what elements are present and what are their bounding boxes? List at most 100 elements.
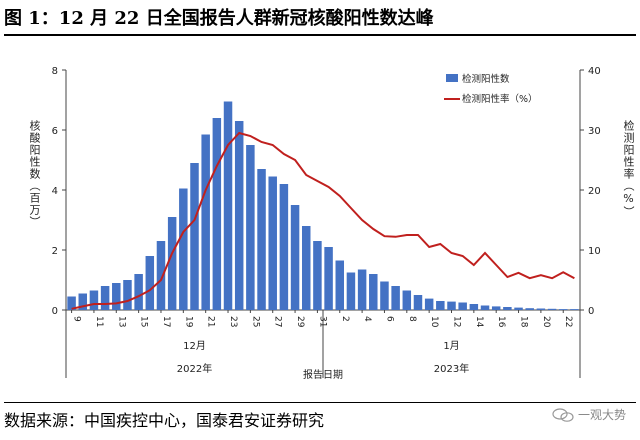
footer-rule — [4, 402, 636, 403]
bar — [391, 286, 400, 310]
left-tick-label: 4 — [52, 186, 58, 197]
year-label: 2022年 — [177, 362, 212, 375]
right-tick-label: 20 — [588, 186, 601, 197]
bar — [536, 308, 546, 310]
bar — [547, 308, 557, 310]
figure-title: 图 1：12 月 22 日全国报告人群新冠核酸阳性数达峰 — [4, 8, 434, 29]
bar — [369, 274, 378, 310]
right-tick-label: 10 — [588, 246, 601, 257]
right-tick-label: 30 — [588, 126, 601, 137]
bar — [78, 293, 88, 310]
bar — [558, 309, 568, 310]
left-tick-label: 8 — [52, 66, 58, 77]
year-label: 2023年 — [434, 362, 469, 375]
bar — [201, 134, 210, 310]
bar — [514, 307, 523, 310]
bar — [179, 188, 188, 310]
month-label: 1月 — [443, 340, 459, 352]
bar — [491, 306, 501, 310]
bar — [313, 241, 322, 310]
right-tick-label: 40 — [588, 66, 601, 77]
bar — [324, 247, 333, 310]
x-tick-label: 2 — [340, 316, 350, 322]
bar — [424, 298, 434, 310]
legend-swatch-bars — [446, 74, 458, 82]
bar — [234, 121, 244, 310]
left-tick-label: 2 — [52, 246, 58, 257]
right-tick-label: 0 — [588, 306, 594, 317]
left-tick-label: 6 — [52, 126, 58, 137]
bar — [268, 176, 277, 310]
chart: 0 2 4 6 8 0 10 20 30 40 9 11 13 15 17 19 21 23 25 27 29 31 2 4 6… — [52, 66, 601, 381]
legend-label-bars: 检测阳性数 — [462, 73, 510, 85]
x-tick-label: 29 — [295, 316, 305, 328]
x-tick-label: 25 — [250, 316, 260, 327]
bar — [134, 274, 143, 310]
bar — [469, 304, 479, 310]
bar — [480, 305, 490, 310]
bar — [67, 296, 76, 310]
positivity-rate-line — [71, 131, 575, 310]
x-tick-label: 4 — [362, 316, 372, 322]
left-axis-title: 核酸阳性数（百万） — [28, 120, 41, 228]
x-tick-label: 16 — [496, 316, 506, 328]
x-tick-label: 12 — [452, 316, 462, 327]
x-tick-label: 22 — [563, 316, 573, 327]
x-tick-label: 10 — [429, 316, 439, 328]
bar — [279, 184, 289, 310]
x-tick-label: 15 — [139, 316, 149, 327]
x-tick-label: 11 — [94, 316, 104, 327]
watermark-text: 一观大势 — [577, 408, 626, 422]
bar — [167, 217, 177, 310]
bars-layer — [67, 101, 579, 310]
bar — [458, 302, 467, 310]
wechat-icon — [552, 408, 574, 422]
bar — [402, 290, 412, 310]
bar — [301, 226, 311, 310]
x-tick-label: 23 — [228, 316, 238, 327]
bar — [290, 205, 300, 310]
bar — [100, 286, 110, 310]
line-layer — [71, 131, 575, 310]
x-tick-label: 27 — [273, 316, 283, 327]
bar — [436, 301, 445, 310]
labels-layer: 0 2 4 6 8 0 10 20 30 40 9 11 13 15 17 19 21 23 25 27 29 31 2 4 6… — [52, 66, 601, 381]
source-note: 数据来源：中国疾控中心，国泰君安证券研究 — [4, 411, 325, 430]
x-tick-label: 18 — [519, 316, 529, 328]
bar — [257, 169, 266, 310]
bar — [503, 307, 512, 310]
month-label: 12月 — [183, 340, 206, 352]
x-tick-label: 31 — [317, 316, 327, 327]
x-tick-label: 13 — [116, 316, 126, 327]
bar — [145, 256, 155, 310]
bar — [212, 118, 222, 310]
bar — [413, 295, 423, 310]
x-tick-label: 17 — [161, 316, 171, 327]
bar — [89, 290, 99, 310]
bar — [525, 308, 534, 310]
x-tick-label: 9 — [72, 316, 82, 322]
bar — [335, 260, 345, 310]
title-rule — [4, 34, 636, 36]
bar — [156, 241, 166, 310]
x-tick-label: 21 — [206, 316, 216, 327]
bar — [447, 301, 456, 310]
x-tick-label: 14 — [474, 316, 484, 328]
watermark: 一观大势 — [552, 406, 626, 423]
bar — [346, 272, 356, 310]
x-tick-label: 8 — [407, 316, 417, 322]
bar — [246, 145, 255, 310]
axes-layer — [62, 69, 584, 378]
x-tick-label: 19 — [183, 316, 193, 328]
bar — [357, 269, 367, 310]
bar — [123, 280, 132, 310]
bar — [223, 101, 233, 310]
x-tick-label: 20 — [541, 316, 551, 328]
bar — [112, 283, 121, 310]
x-tick-label: 6 — [384, 316, 394, 322]
right-axis-title: 检测阳性率（%） — [622, 120, 635, 218]
bar — [380, 281, 389, 310]
x-axis-title: 报告日期 — [303, 368, 343, 381]
bar — [190, 163, 199, 310]
